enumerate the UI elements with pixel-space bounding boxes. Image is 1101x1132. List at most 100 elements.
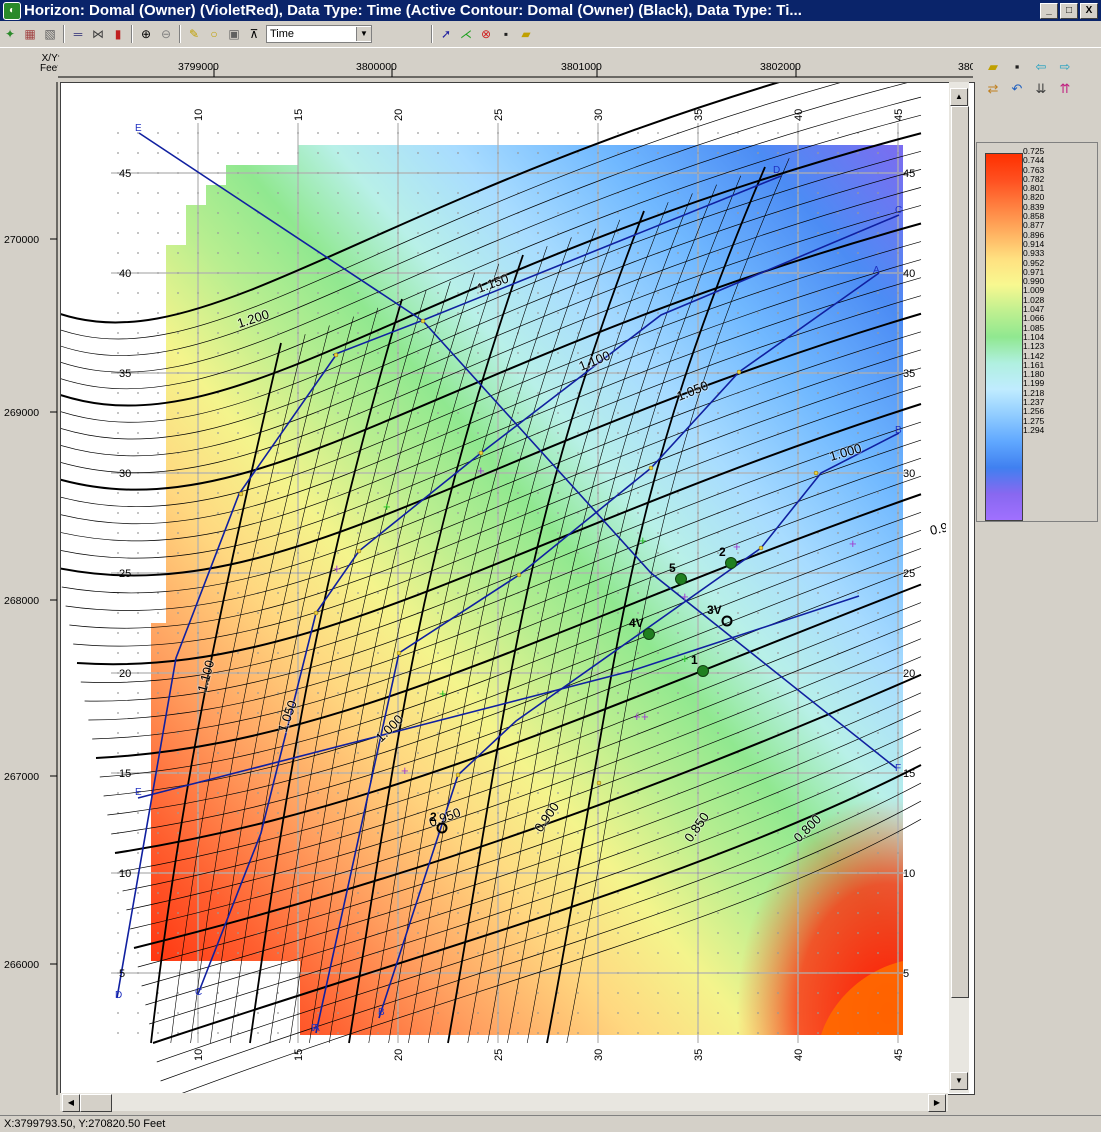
legend-value: 0.896 — [1023, 229, 1045, 240]
hscroll-thumb[interactable] — [80, 1094, 112, 1112]
open-icon[interactable]: ▰ — [521, 27, 531, 41]
data-type-select[interactable]: Time ▼ — [266, 25, 372, 43]
lasso-icon[interactable]: ○ — [210, 27, 218, 41]
legend-value: 1.066 — [1023, 313, 1045, 324]
grid-row-label-right: 5 — [903, 968, 909, 980]
sort-up-icon[interactable]: ⇈ — [1059, 81, 1071, 96]
vertical-scrollbar[interactable]: ▲ ▼ — [945, 82, 971, 1095]
app-icon: ◐ — [3, 1, 21, 20]
pointer-icon[interactable]: ➚ — [440, 27, 452, 41]
legend-value: 0.782 — [1023, 173, 1045, 184]
flatten-icon[interactable]: ⊼ — [249, 27, 259, 41]
x-tick-label: 3802000 — [760, 61, 801, 73]
grid-row-label-left: 30 — [119, 468, 131, 480]
grid-col-label-bottom: 10 — [193, 1049, 205, 1061]
legend-value: 0.971 — [1023, 266, 1045, 277]
shotpoint-marker: + — [333, 561, 341, 576]
line-end-label: C — [195, 987, 202, 998]
legend-value: 0.820 — [1023, 192, 1045, 203]
line-end-label: F — [311, 1023, 317, 1034]
grid-row-label-right: 45 — [903, 168, 915, 180]
well-filled[interactable] — [643, 628, 655, 640]
well-open[interactable] — [436, 822, 448, 834]
zoom-out-icon[interactable]: ⊖ — [160, 27, 172, 41]
hscroll-track[interactable] — [60, 1093, 948, 1111]
grid-row-label-left: 45 — [119, 168, 131, 180]
grid-col-label-bottom: 35 — [693, 1049, 705, 1061]
save-icon[interactable]: ▪ — [503, 27, 509, 41]
well-filled[interactable] — [725, 557, 737, 569]
grid-icon[interactable]: ▦ — [24, 27, 36, 41]
undo-icon[interactable]: ↶ — [1011, 81, 1023, 96]
colorbar-icon[interactable]: ▮ — [114, 27, 122, 41]
well-icon[interactable]: ⋈ — [92, 27, 104, 41]
legend-value: 1.009 — [1023, 285, 1045, 296]
contour-map[interactable]: ++++++++ ++++ 1.2001.1501.1001.0501.0000.… — [0, 42, 964, 1101]
grid-col-label-top: 35 — [693, 109, 705, 121]
seismic-line-a[interactable] — [315, 272, 880, 1034]
x-ruler: 3799000 3800000 3801000 3802000 3803000 — [58, 58, 999, 78]
right-toolbar: ▰ ▪ ⇦ ⇨ ⇄ ↶ ⇊ ⇈ — [982, 58, 1097, 108]
legend-value: 1.123 — [1023, 341, 1045, 352]
refresh-icon[interactable]: ⇄ — [987, 81, 999, 96]
ruler-icon[interactable]: ═ — [73, 27, 83, 41]
pencil-icon[interactable]: ✎ — [188, 27, 200, 41]
scroll-thumb[interactable] — [951, 106, 969, 998]
scroll-down-button[interactable]: ▼ — [950, 1072, 968, 1090]
legend-value: 1.161 — [1023, 359, 1045, 370]
map-icon[interactable]: ▧ — [44, 27, 56, 41]
zoom-in-icon[interactable]: ⊕ — [140, 27, 152, 41]
toolbar-separator — [63, 25, 65, 43]
seismic-line-e[interactable] — [137, 595, 860, 799]
shotpoint-marker: + — [641, 709, 649, 724]
well-open[interactable] — [721, 615, 733, 627]
scroll-up-button[interactable]: ▲ — [950, 88, 968, 106]
legend-value: 1.237 — [1023, 397, 1045, 408]
legend-value: 0.952 — [1023, 257, 1045, 268]
toolbar-separator — [131, 25, 133, 43]
sort-down-icon[interactable]: ⇊ — [1035, 81, 1047, 96]
save-icon[interactable]: ▪ — [1014, 59, 1020, 74]
well-filled[interactable] — [675, 573, 687, 585]
legend-value: 0.877 — [1023, 220, 1045, 231]
toolbar: ✦ ▦ ▧ ═ ⋈ ▮ ⊕ ⊖ ✎ ○ ▣ ⊼ Time ▼ ➚ ⋌ ⊗ ▪ ▰ — [0, 21, 1101, 48]
grid-col-label-top: 45 — [893, 109, 905, 121]
wells[interactable]: 1 2 5 4V 3V 2 — [430, 545, 737, 834]
seismic-line-d2[interactable] — [116, 354, 337, 999]
delete-icon[interactable]: ⊗ — [480, 27, 492, 41]
well-label: 3V — [707, 603, 722, 617]
shotpoint-marker: + — [639, 533, 647, 548]
well-filled[interactable] — [697, 665, 709, 677]
seismic-line-e-f[interactable] — [138, 132, 897, 769]
grid-col-label-bottom: 40 — [793, 1049, 805, 1061]
legend-value: 0.858 — [1023, 211, 1045, 222]
grid-row-label-left: 40 — [119, 268, 131, 280]
shotpoint-marker: + — [439, 686, 447, 701]
close-button[interactable]: X — [1080, 2, 1098, 19]
chevron-down-icon[interactable]: ▼ — [356, 27, 371, 41]
shotpoint-marker: + — [733, 539, 741, 554]
scroll-left-button[interactable]: ◀ — [62, 1094, 80, 1112]
grid-row-label-right: 10 — [903, 868, 915, 880]
survey-grid — [111, 123, 906, 1043]
maximize-button[interactable]: □ — [1060, 2, 1078, 19]
horizon-icon[interactable]: ✦ — [4, 27, 16, 41]
y-tick-label: 267000 — [4, 771, 39, 783]
y-tick-label: 270000 — [4, 234, 39, 246]
seismic-line-b[interactable] — [378, 432, 900, 1019]
y-tick-label: 268000 — [4, 595, 39, 607]
minimize-button[interactable]: _ — [1040, 2, 1058, 19]
legend-value: 0.990 — [1023, 276, 1045, 287]
horizontal-scrollbar[interactable]: ◀ ▶ — [60, 1093, 973, 1112]
calc-icon[interactable]: ▣ — [228, 27, 240, 41]
legend-value: 1.218 — [1023, 387, 1045, 398]
scroll-right-button[interactable]: ▶ — [928, 1094, 946, 1112]
arrow-right-icon[interactable]: ⇨ — [1059, 59, 1071, 74]
legend-value: 1.256 — [1023, 406, 1045, 417]
legend-value: 1.142 — [1023, 350, 1045, 361]
arrow-left-icon[interactable]: ⇦ — [1035, 59, 1047, 74]
open-icon[interactable]: ▰ — [988, 59, 998, 74]
line-end-label: E — [135, 123, 142, 134]
line-icon[interactable]: ⋌ — [460, 27, 472, 41]
map-canvas[interactable]: + + + + + + + + + + + + 1.200 1.150 1.100 1.050 1.000 0.… — [0, 42, 975, 1101]
